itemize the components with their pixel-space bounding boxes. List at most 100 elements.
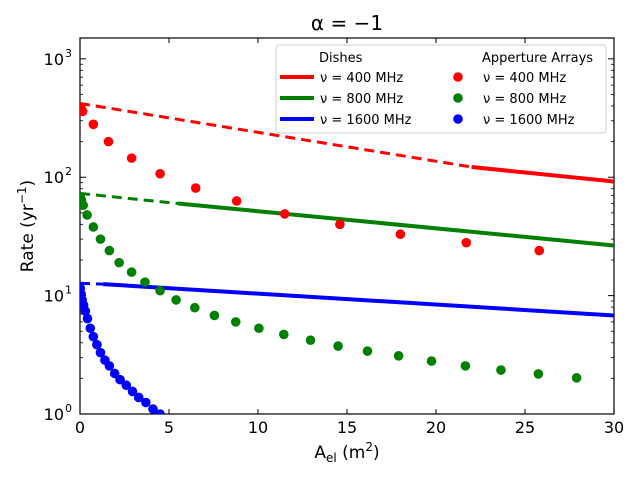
array-point bbox=[88, 331, 99, 342]
array-point bbox=[395, 229, 406, 240]
array-point bbox=[80, 106, 88, 117]
y-tick-label-exp: 1 bbox=[65, 284, 72, 297]
array-point bbox=[190, 183, 201, 193]
x-axis-label-main: A bbox=[314, 443, 326, 463]
y-axis-label-sup: −1 bbox=[15, 186, 29, 204]
array-point bbox=[82, 313, 93, 324]
y-tick-label-exp: 2 bbox=[65, 165, 72, 178]
legend-swatch-marker bbox=[453, 72, 463, 82]
array-point bbox=[155, 409, 165, 414]
array-point bbox=[333, 341, 343, 351]
array-point bbox=[88, 222, 99, 232]
legend-title-dishes: Dishes bbox=[319, 51, 363, 66]
array-point bbox=[148, 404, 158, 414]
array-point bbox=[426, 356, 437, 366]
array-point bbox=[104, 245, 115, 256]
y-axis-label-main: Rate (yr bbox=[18, 204, 38, 272]
x-axis: 0 5 10 15 20 25 30 bbox=[75, 38, 624, 437]
array-point bbox=[95, 234, 106, 244]
array-point bbox=[140, 277, 150, 287]
x-axis-label-unit: (m bbox=[337, 443, 366, 463]
dish-line-solid bbox=[471, 165, 614, 184]
legend-box bbox=[275, 44, 607, 134]
array-point bbox=[103, 136, 114, 147]
array-point bbox=[155, 285, 165, 296]
dish-line-solid bbox=[177, 201, 614, 248]
y-tick-label-base: 10 bbox=[44, 287, 64, 306]
x-axis-label-close: ) bbox=[373, 443, 380, 463]
array-point bbox=[121, 380, 132, 391]
array-point bbox=[393, 351, 404, 361]
legend: Dishes Apperture Arrays ν = 400 MHz ν = 8… bbox=[275, 44, 607, 134]
array-point bbox=[115, 374, 125, 385]
array-point bbox=[335, 219, 345, 230]
x-tick-label: 5 bbox=[164, 418, 174, 437]
array-point bbox=[460, 361, 471, 371]
array-point bbox=[141, 397, 151, 408]
y-tick-label-base: 10 bbox=[44, 405, 64, 424]
array-point bbox=[305, 335, 316, 346]
array-point bbox=[190, 302, 200, 313]
legend-label-array: ν = 800 MHz bbox=[483, 92, 566, 107]
y-axis-label: Rate (yr−1) bbox=[15, 180, 38, 272]
legend-label-dish: ν = 1600 MHz bbox=[320, 113, 412, 128]
array-point bbox=[80, 306, 91, 316]
array-point bbox=[133, 392, 144, 403]
y-tick-label-base: 10 bbox=[44, 50, 64, 69]
y-tick-label-exp: 0 bbox=[65, 402, 72, 415]
legend-entries: ν = 400 MHz ν = 800 MHz ν = 1600 MHz ν = 40… bbox=[280, 71, 575, 128]
y-axis-label-close: ) bbox=[18, 180, 38, 187]
x-axis-label-sup: 2 bbox=[365, 440, 373, 454]
legend-swatch-marker bbox=[453, 114, 463, 124]
y-tick-label-exp: 3 bbox=[65, 47, 72, 60]
array-point bbox=[496, 365, 506, 375]
legend-label-array: ν = 1600 MHz bbox=[483, 113, 575, 128]
legend-label-dish: ν = 400 MHz bbox=[320, 71, 403, 86]
array-point bbox=[534, 245, 545, 256]
array-point bbox=[461, 237, 472, 248]
x-axis-label-sub: el bbox=[326, 451, 337, 465]
array-point bbox=[155, 168, 165, 179]
array-point bbox=[533, 369, 544, 379]
dish-line-dashed bbox=[80, 281, 104, 286]
legend-label-array: ν = 400 MHz bbox=[483, 71, 566, 86]
array-point bbox=[209, 310, 220, 321]
legend-label-dish: ν = 800 MHz bbox=[320, 92, 403, 107]
dish-line-dashed bbox=[80, 101, 472, 169]
array-point bbox=[114, 257, 124, 268]
x-tick-label: 0 bbox=[75, 418, 85, 437]
x-tick-label: 20 bbox=[426, 418, 446, 437]
y-tick-label: 10 bbox=[44, 287, 64, 306]
array-point bbox=[126, 153, 137, 163]
x-tick-label: 25 bbox=[515, 418, 535, 437]
array-point bbox=[126, 267, 137, 277]
array-point bbox=[279, 209, 290, 219]
x-tick-label: 15 bbox=[337, 418, 357, 437]
x-axis-label: Ael (m2) bbox=[314, 440, 379, 465]
dish-line-dashed bbox=[80, 191, 179, 205]
series-layer bbox=[80, 101, 614, 414]
y-tick-label: 10 bbox=[44, 405, 64, 424]
chart-title: α = −1 bbox=[311, 11, 383, 35]
array-point bbox=[109, 368, 120, 379]
y-tick-label: 10 bbox=[44, 50, 64, 69]
array-point bbox=[85, 323, 96, 334]
array-point bbox=[82, 210, 92, 220]
array-point bbox=[104, 361, 115, 371]
array-point bbox=[171, 295, 181, 305]
array-point bbox=[95, 347, 106, 358]
array-point bbox=[571, 373, 582, 383]
dish-line-solid bbox=[103, 282, 614, 318]
array-point bbox=[254, 323, 264, 334]
array-point bbox=[230, 317, 241, 327]
array-point bbox=[80, 200, 89, 211]
legend-title-arrays: Apperture Arrays bbox=[482, 51, 593, 66]
array-point bbox=[231, 196, 242, 206]
y-tick-label: 10 bbox=[44, 168, 64, 187]
array-point bbox=[92, 339, 102, 350]
legend-swatch-marker bbox=[453, 93, 463, 103]
array-point bbox=[362, 346, 373, 356]
array-point bbox=[279, 329, 289, 340]
